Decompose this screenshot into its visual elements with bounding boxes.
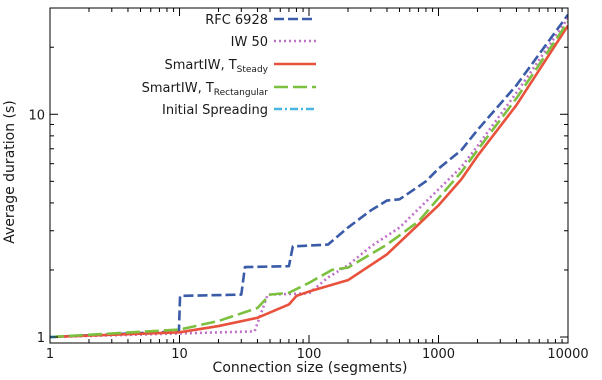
legend-label-text: IW 50 <box>231 35 268 50</box>
axes-layer: 1 10 100 1000 10000 1 10 <box>28 7 589 362</box>
series-line-0 <box>50 13 568 339</box>
series-line-3 <box>50 21 568 339</box>
legend-label-0: RFC 6928 <box>205 13 268 28</box>
legend-label-subscript: Rectangular <box>214 88 269 98</box>
legend-label-text: SmartIW, T <box>142 81 214 96</box>
y-axis-title: Average duration (s) <box>2 100 18 244</box>
legend-label-2: SmartIW, TSteady <box>164 58 268 75</box>
legend-label-3: SmartIW, TRectangular <box>142 81 269 98</box>
y-tick-label: 10 <box>28 108 45 123</box>
x-tick-label: 100 <box>297 347 322 362</box>
x-tick-label: 10 <box>171 347 188 362</box>
series-layer <box>50 13 568 339</box>
x-axis-title: Connection size (segments) <box>213 360 408 376</box>
legend-label-text: SmartIW, T <box>164 58 236 73</box>
series-line-2 <box>50 24 568 339</box>
legend-label-subscript: Steady <box>237 65 269 75</box>
legend-label-text: Initial Spreading <box>162 103 268 118</box>
legend-label-1: IW 50 <box>231 35 268 50</box>
legend-label-text: RFC 6928 <box>205 13 268 28</box>
x-tick-label: 10000 <box>547 347 588 362</box>
legend-label-4: Initial Spreading <box>162 103 268 118</box>
y-tick-label: 1 <box>37 331 45 346</box>
x-tick-label: 1000 <box>422 347 455 362</box>
series-line-1 <box>50 17 568 339</box>
x-tick-label: 1 <box>46 347 54 362</box>
